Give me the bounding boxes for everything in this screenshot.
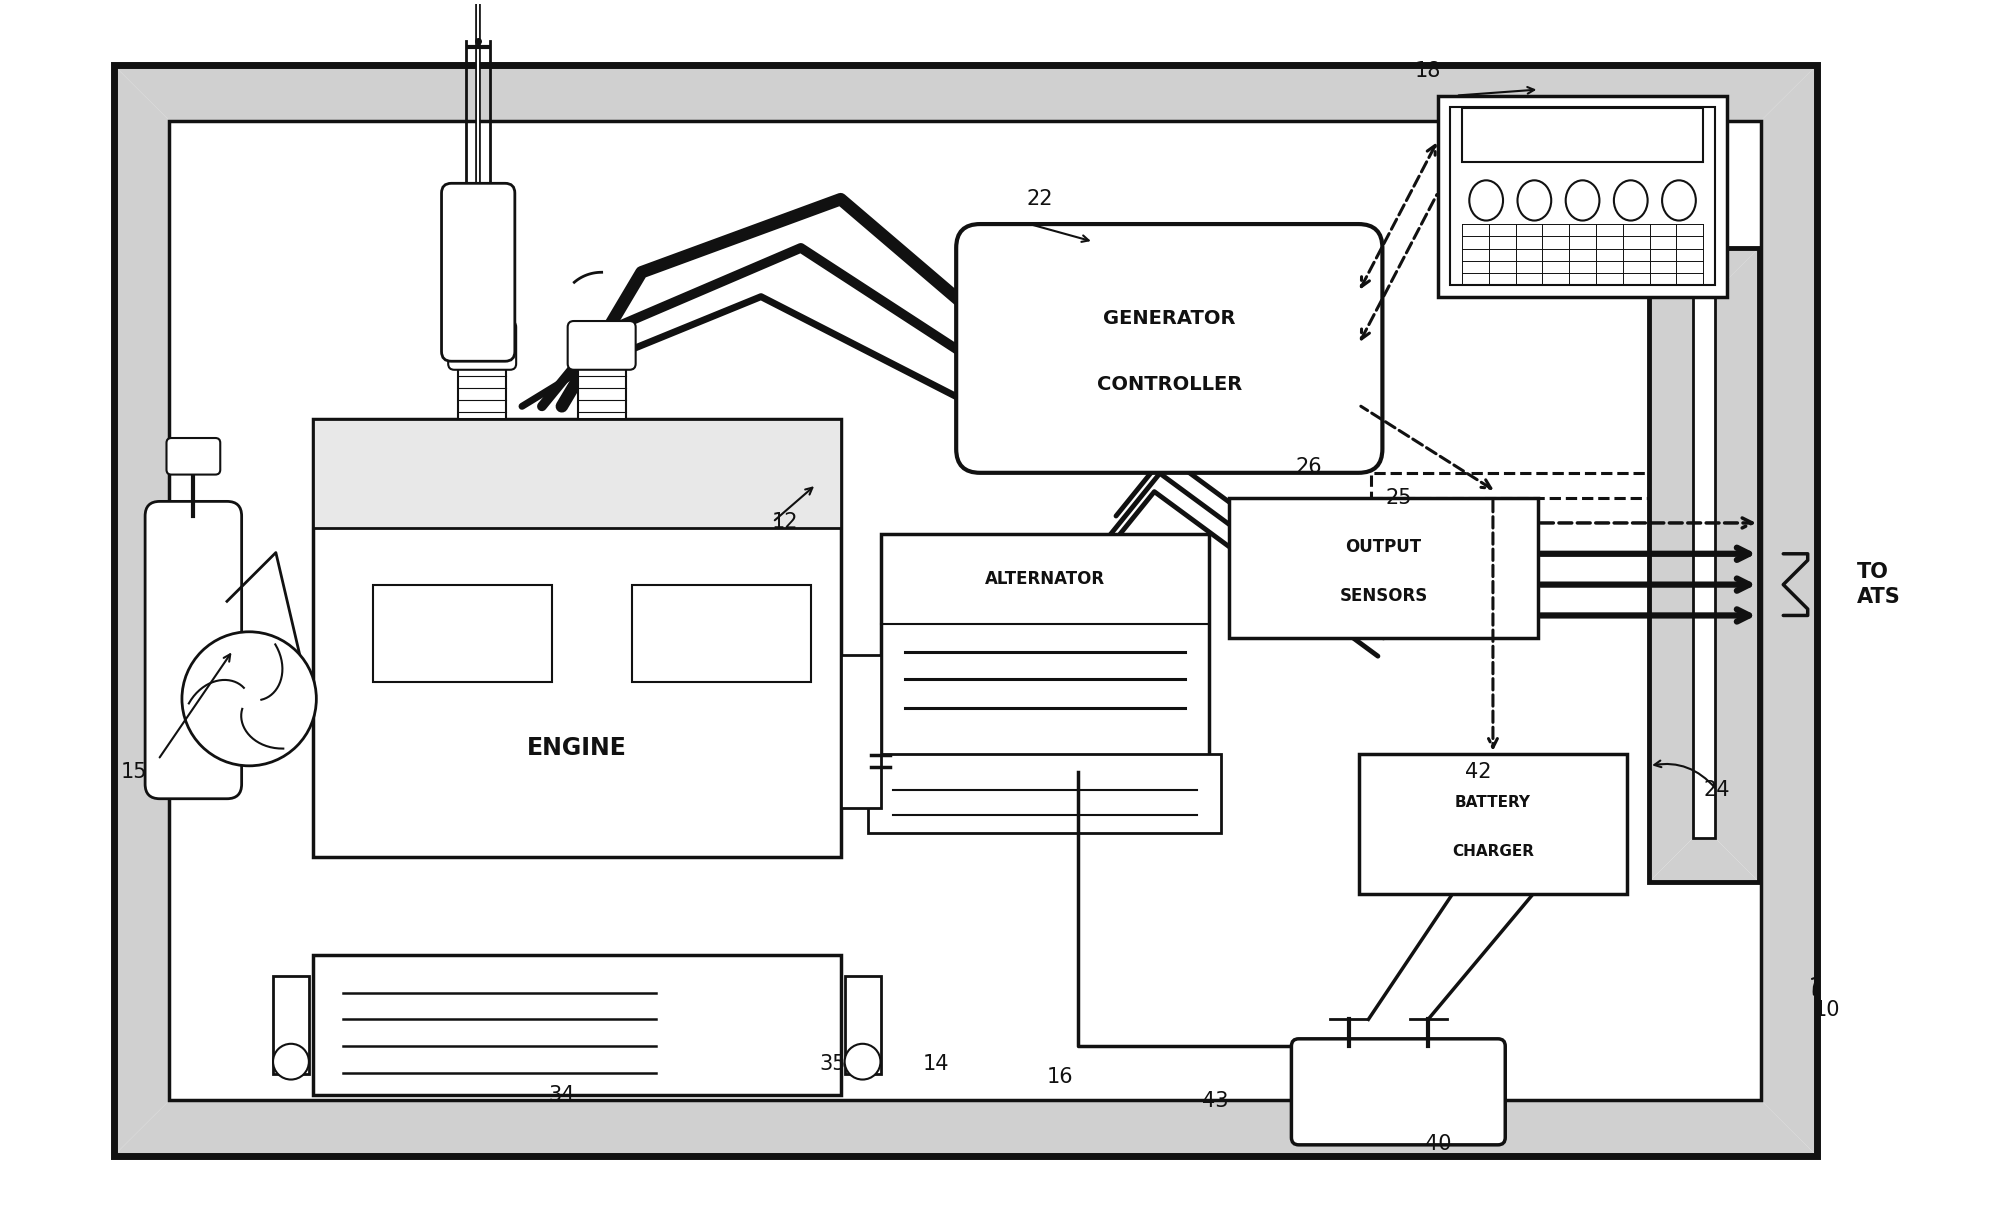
Text: 10: 10	[1814, 1000, 1840, 1020]
Text: SENSORS: SENSORS	[1340, 587, 1428, 605]
Polygon shape	[1650, 838, 1758, 882]
Bar	[578, 340, 626, 418]
Bar	[1358, 753, 1628, 893]
Polygon shape	[1760, 65, 1816, 1156]
Polygon shape	[1650, 248, 1694, 882]
Ellipse shape	[1662, 180, 1696, 221]
Text: 24: 24	[1704, 780, 1730, 800]
FancyBboxPatch shape	[448, 321, 516, 369]
Text: 22: 22	[1026, 189, 1054, 209]
Text: 40: 40	[1424, 1134, 1452, 1153]
Bar	[632, 585, 810, 682]
Polygon shape	[114, 1101, 1816, 1156]
Bar	[1650, 248, 1758, 882]
Text: 43: 43	[1202, 1091, 1228, 1110]
Text: 18: 18	[1416, 61, 1442, 81]
FancyBboxPatch shape	[146, 502, 242, 799]
Ellipse shape	[1518, 180, 1552, 221]
Text: 14: 14	[924, 1054, 950, 1075]
Bar	[372, 585, 552, 682]
Bar	[1370, 474, 1650, 498]
Bar	[1450, 108, 1716, 285]
Text: 42: 42	[1464, 762, 1492, 782]
Text: ENGINE: ENGINE	[526, 735, 626, 760]
Bar	[844, 975, 880, 1074]
Bar	[312, 418, 840, 528]
Polygon shape	[114, 65, 170, 1156]
Bar	[1462, 108, 1704, 162]
Text: CONTROLLER: CONTROLLER	[1096, 375, 1242, 394]
Ellipse shape	[1470, 180, 1504, 221]
Bar	[1230, 498, 1538, 638]
Text: 16: 16	[1046, 1066, 1074, 1087]
Circle shape	[182, 632, 316, 766]
FancyBboxPatch shape	[166, 438, 220, 475]
FancyBboxPatch shape	[568, 321, 636, 369]
Ellipse shape	[1566, 180, 1600, 221]
Text: OUTPUT: OUTPUT	[1346, 537, 1422, 556]
Bar	[312, 418, 840, 858]
Text: 12: 12	[772, 512, 798, 533]
FancyBboxPatch shape	[442, 183, 514, 361]
Text: 25: 25	[1386, 487, 1412, 508]
Polygon shape	[114, 65, 1816, 120]
Text: BATTERY: BATTERY	[1454, 795, 1530, 810]
Bar	[1438, 96, 1726, 297]
Bar	[274, 975, 308, 1074]
Polygon shape	[1650, 248, 1758, 292]
Text: GENERATOR: GENERATOR	[1104, 309, 1236, 328]
Text: CHARGER: CHARGER	[1452, 844, 1534, 859]
Ellipse shape	[1614, 180, 1648, 221]
Bar	[114, 65, 1816, 1156]
Bar	[458, 340, 506, 418]
Text: 34: 34	[548, 1085, 576, 1104]
Text: 35: 35	[820, 1054, 846, 1075]
Polygon shape	[1716, 248, 1758, 882]
FancyBboxPatch shape	[956, 225, 1382, 472]
Bar	[868, 753, 1222, 833]
Text: 15: 15	[120, 762, 146, 782]
Circle shape	[274, 1044, 308, 1080]
Bar	[312, 955, 840, 1094]
Circle shape	[844, 1044, 880, 1080]
Text: 26: 26	[1296, 458, 1322, 477]
Bar	[170, 120, 1760, 1101]
FancyBboxPatch shape	[1292, 1039, 1506, 1145]
Text: TO
ATS: TO ATS	[1856, 562, 1900, 607]
Bar	[880, 534, 1210, 760]
Bar	[1694, 292, 1716, 838]
Bar	[840, 655, 880, 809]
Text: ALTERNATOR: ALTERNATOR	[984, 571, 1104, 589]
